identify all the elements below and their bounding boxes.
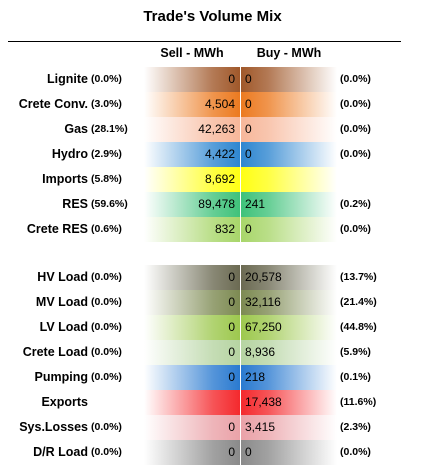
buy-share: (0.0%) [340,73,371,85]
sell-share: (28.1%) [91,123,128,135]
sell-share: (0.0%) [91,346,122,358]
row-label: Crete Load [22,345,88,359]
sell-column-header: Sell - MWh [160,46,224,60]
buy-value-cell: 218 [241,365,337,390]
row-label: HV Load [37,270,88,284]
row-label: Gas [64,122,88,136]
row-label: D/R Load [33,445,88,459]
row-label: Exports [41,395,88,409]
table-row: Exports 17,438 (11.6%) [0,390,425,415]
row-label: Pumping [34,370,88,384]
table-row: Crete Conv. (3.0%) 4,504 0 (0.0%) [0,92,425,117]
buy-column-header: Buy - MWh [256,46,322,60]
sell-value-cell: 42,263 [144,117,240,142]
sell-share: (0.0%) [91,421,122,433]
buy-value-cell: 0 [241,217,337,242]
table-row: Hydro (2.9%) 4,422 0 (0.0%) [0,142,425,167]
table-row: HV Load (0.0%) 0 20,578 (13.7%) [0,265,425,290]
sell-share: (5.8%) [91,173,122,185]
sell-share: (0.0%) [91,371,122,383]
table-row: LV Load (0.0%) 0 67,250 (44.8%) [0,315,425,340]
table-row: MV Load (0.0%) 0 32,116 (21.4%) [0,290,425,315]
sell-value-cell: 0 [144,315,240,340]
row-label: Lignite [47,72,88,86]
row-label: LV Load [39,320,88,334]
sell-value-cell: 832 [144,217,240,242]
buy-value-cell: 0 [241,67,337,92]
buy-value-cell: 20,578 [241,265,337,290]
sell-value-cell: 0 [144,265,240,290]
sell-share: (2.9%) [91,148,122,160]
buy-value-cell: 0 [241,440,337,465]
buy-share: (0.1%) [340,371,371,383]
sell-value-cell: 0 [144,67,240,92]
buy-share: (0.0%) [340,446,371,458]
buy-share: (13.7%) [340,271,377,283]
sell-value-cell: 0 [144,365,240,390]
sell-value-cell: 0 [144,440,240,465]
buy-value-cell: 8,936 [241,340,337,365]
buy-value-cell: 0 [241,142,337,167]
sell-share: (0.0%) [91,321,122,333]
table-row: Crete RES (0.6%) 832 0 (0.0%) [0,217,425,242]
sell-value-cell: 4,422 [144,142,240,167]
sell-value-cell: 89,478 [144,192,240,217]
buy-share: (2.3%) [340,421,371,433]
buy-value-cell: 241 [241,192,337,217]
header-divider [8,41,401,42]
table-row: Crete Load (0.0%) 0 8,936 (5.9%) [0,340,425,365]
buy-value-cell: 0 [241,92,337,117]
row-label: Crete Conv. [18,97,88,111]
buy-share: (0.0%) [340,148,371,160]
buy-share: (5.9%) [340,346,371,358]
sell-share: (0.0%) [91,271,122,283]
table-row: Sys.Losses (0.0%) 0 3,415 (2.3%) [0,415,425,440]
buy-value-cell: 67,250 [241,315,337,340]
table-row: D/R Load (0.0%) 0 0 (0.0%) [0,440,425,465]
table-row: Lignite (0.0%) 0 0 (0.0%) [0,67,425,92]
row-label: Imports [42,172,88,186]
table-row: RES (59.6%) 89,478 241 (0.2%) [0,192,425,217]
buy-value-cell [241,167,337,192]
sell-share: (59.6%) [91,198,128,210]
table-row: Pumping (0.0%) 0 218 (0.1%) [0,365,425,390]
buy-share: (21.4%) [340,296,377,308]
buy-value-cell: 17,438 [241,390,337,415]
sell-value-cell: 0 [144,290,240,315]
sell-value-cell: 8,692 [144,167,240,192]
sell-value-cell: 0 [144,340,240,365]
sell-value-cell: 0 [144,415,240,440]
sell-share: (0.0%) [91,73,122,85]
row-label: Hydro [51,147,88,161]
sell-share: (3.0%) [91,98,122,110]
row-label: Crete RES [26,222,88,236]
row-label: MV Load [35,295,88,309]
sell-share: (0.0%) [91,446,122,458]
sell-value-cell [144,390,240,415]
buy-share: (0.0%) [340,223,371,235]
buy-share: (44.8%) [340,321,377,333]
buy-value-cell: 3,415 [241,415,337,440]
row-label: RES [62,197,88,211]
chart-title: Trade's Volume Mix [143,8,282,25]
sell-share: (0.6%) [91,223,122,235]
buy-value-cell: 32,116 [241,290,337,315]
buy-value-cell: 0 [241,117,337,142]
buy-share: (0.2%) [340,198,371,210]
buy-share: (11.6%) [340,396,377,408]
sell-share: (0.0%) [91,296,122,308]
sell-value-cell: 4,504 [144,92,240,117]
table-row: Gas (28.1%) 42,263 0 (0.0%) [0,117,425,142]
table-row: Imports (5.8%) 8,692 [0,167,425,192]
row-label: Sys.Losses [19,420,88,434]
buy-share: (0.0%) [340,98,371,110]
buy-share: (0.0%) [340,123,371,135]
